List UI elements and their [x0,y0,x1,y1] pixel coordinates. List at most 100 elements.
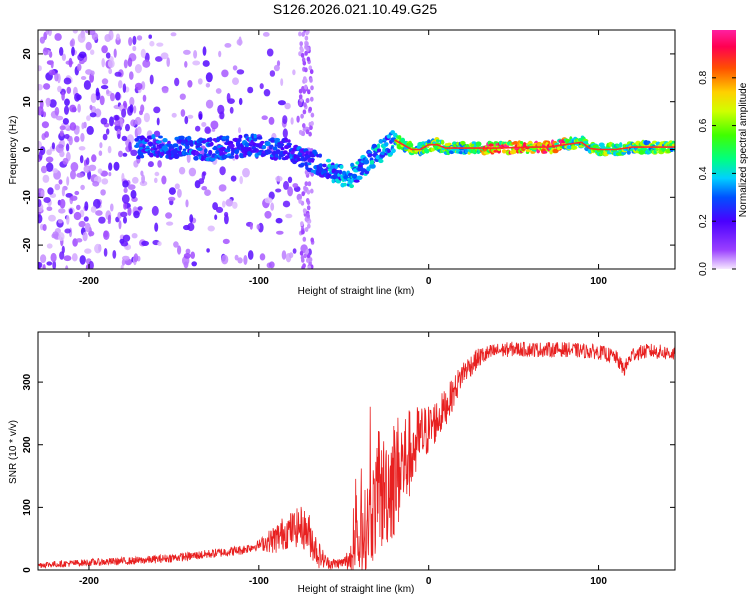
ridge-cell [626,150,631,155]
noise-cell [270,202,275,211]
colorbar-tick-label: 0.8 [698,70,709,84]
noise-cell [198,113,203,120]
ridge-cell [343,182,347,187]
noise-cell [48,69,56,76]
ridge-cell [264,141,271,147]
noise-cell [306,212,310,218]
ridge-cell [387,148,391,153]
noise-cell [301,191,306,197]
noise-cell [142,94,147,102]
noise-cell [78,220,86,228]
noise-cell [261,115,268,120]
noise-cell [109,116,114,127]
ridge-cell [208,137,213,143]
noise-cell [305,198,310,203]
noise-cell [123,202,128,210]
noise-cell [247,250,254,260]
noise-cell [154,177,158,183]
spectrogram-x-tick-label: -200 [79,276,99,287]
ridge-cell [189,143,194,147]
noise-cell [202,60,210,67]
noise-cell [57,232,65,242]
noise-cell [308,65,313,71]
noise-cell [74,92,81,102]
noise-cell [259,83,264,90]
noise-cell [301,31,306,37]
noise-cell [100,117,108,125]
ridge-cell [155,140,162,144]
spectrogram-y-tick-label: -10 [22,190,33,205]
noise-cell [83,216,89,222]
noise-cell [303,185,307,191]
noise-cell [219,111,225,120]
noise-cell [90,49,95,55]
spectrogram-heatmap [38,30,675,269]
spectrogram-x-tick-label: 100 [590,276,607,287]
noise-cell [84,222,91,233]
ridge-cell [369,160,375,165]
noise-cell [61,245,65,254]
noise-cell [64,98,70,106]
ridge-cell [238,134,243,139]
noise-cell [189,214,194,224]
noise-cell [49,99,57,108]
snr-frame [37,331,676,571]
noise-cell [52,168,58,174]
ridge-cell [237,138,242,143]
ridge-cell [519,141,524,144]
noise-cell [132,176,139,184]
noise-cell [177,245,182,255]
noise-cell [136,126,142,135]
noise-cell [38,65,42,72]
ridge-cell [270,140,276,143]
noise-cell [305,249,310,255]
noise-cell [136,35,143,41]
noise-cell [310,85,314,91]
noise-cell [296,115,300,123]
noise-cell [229,106,234,114]
noise-cell [310,96,314,102]
ridge-cell [204,148,208,154]
noise-cell [57,219,63,224]
noise-cell [82,231,88,242]
noise-cell [80,184,85,191]
ridge-cell [274,153,279,158]
ridge-cell [272,146,278,151]
noise-cell [153,106,161,114]
noise-cell [298,88,303,94]
noise-cell [106,128,110,135]
noise-cell [129,71,134,80]
noise-cell [153,130,161,137]
noise-cell [130,119,137,127]
noise-cell [133,253,139,263]
noise-cell [232,77,239,85]
noise-cell [84,201,89,211]
noise-cell [98,150,103,156]
ridge-cell [193,155,199,161]
noise-cell [230,175,237,182]
noise-cell [122,152,128,157]
noise-cell [127,206,132,216]
noise-cell [305,98,310,104]
ridge-cell [225,135,230,140]
noise-cell [50,60,54,69]
noise-cell [168,187,176,195]
noise-cell [74,190,80,196]
noise-cell [97,168,103,174]
colorbar-tick-label: 0.4 [698,166,709,180]
noise-cell [51,142,56,150]
snr-y-tick-label: 300 [22,373,33,390]
noise-cell [99,95,105,106]
noise-cell [307,265,312,269]
spectrogram-y-axis: -20 -10 0 10 20 [22,48,675,252]
noise-cell [125,123,130,132]
snr-y-tick-label: 0 [22,567,33,573]
noise-cell [160,52,169,60]
noise-cell [306,257,310,263]
noise-cell [72,30,78,34]
noise-cell [114,71,122,77]
snr-x-label: Height of straight line (km) [298,584,415,595]
noise-cell [100,85,109,90]
ridge-cell [287,139,291,143]
